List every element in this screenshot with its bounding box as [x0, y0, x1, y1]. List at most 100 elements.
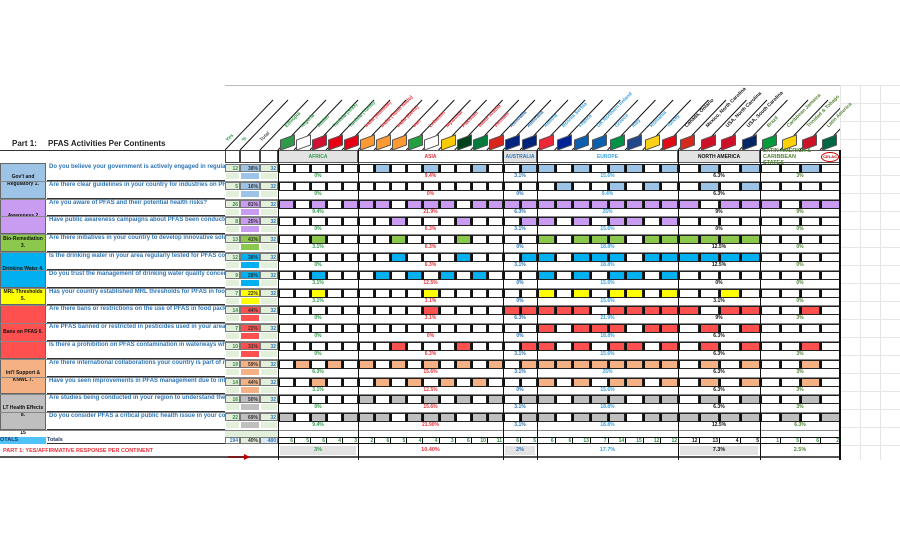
response-cell[interactable]	[520, 253, 537, 262]
response-cell[interactable]	[422, 288, 439, 298]
response-cell[interactable]	[326, 288, 342, 298]
response-cell[interactable]	[406, 253, 423, 262]
response-cell[interactable]	[422, 395, 439, 405]
response-cell[interactable]	[486, 288, 503, 298]
response-cell[interactable]	[589, 359, 608, 369]
response-cell[interactable]	[698, 253, 719, 262]
response-cell[interactable]	[660, 395, 678, 405]
response-cell[interactable]	[607, 395, 626, 405]
response-cell[interactable]	[342, 324, 358, 334]
response-cell[interactable]	[820, 288, 840, 298]
response-cell[interactable]	[342, 413, 358, 423]
response-cell[interactable]	[406, 359, 423, 369]
response-cell[interactable]	[294, 253, 310, 262]
response-cell[interactable]	[698, 270, 719, 280]
response-cell[interactable]	[820, 181, 840, 191]
response-cell[interactable]	[486, 217, 503, 227]
response-cell[interactable]	[470, 324, 487, 334]
response-cell[interactable]	[310, 235, 326, 245]
response-cell[interactable]	[342, 270, 358, 280]
response-cell[interactable]	[342, 164, 358, 173]
response-cell[interactable]	[438, 181, 455, 191]
response-cell[interactable]	[406, 342, 423, 351]
response-cell[interactable]	[454, 395, 471, 405]
response-cell[interactable]	[486, 413, 503, 423]
response-cell[interactable]	[503, 253, 520, 262]
response-cell[interactable]	[310, 413, 326, 423]
response-cell[interactable]	[760, 395, 780, 405]
response-cell[interactable]	[537, 164, 555, 173]
response-cell[interactable]	[572, 359, 590, 369]
response-cell[interactable]	[800, 235, 820, 245]
response-cell[interactable]	[719, 199, 740, 209]
response-cell[interactable]	[422, 377, 439, 387]
response-cell[interactable]	[678, 342, 699, 351]
response-cell[interactable]	[503, 359, 520, 369]
response-cell[interactable]	[820, 270, 840, 280]
response-cell[interactable]	[470, 359, 487, 369]
response-cell[interactable]	[642, 342, 661, 351]
response-cell[interactable]	[422, 181, 439, 191]
response-cell[interactable]	[294, 164, 310, 173]
response-cell[interactable]	[554, 253, 573, 262]
response-cell[interactable]	[572, 164, 590, 173]
response-cell[interactable]	[607, 306, 626, 316]
response-cell[interactable]	[780, 359, 800, 369]
response-cell[interactable]	[698, 217, 719, 227]
response-cell[interactable]	[660, 199, 678, 209]
response-cell[interactable]	[739, 181, 760, 191]
response-cell[interactable]	[438, 377, 455, 387]
response-cell[interactable]	[625, 306, 643, 316]
response-cell[interactable]	[294, 377, 310, 387]
response-cell[interactable]	[800, 324, 820, 334]
response-cell[interactable]	[607, 324, 626, 334]
response-cell[interactable]	[625, 288, 643, 298]
response-cell[interactable]	[780, 217, 800, 227]
response-cell[interactable]	[390, 413, 407, 423]
response-cell[interactable]	[278, 342, 294, 351]
response-cell[interactable]	[739, 359, 760, 369]
response-cell[interactable]	[698, 324, 719, 334]
response-cell[interactable]	[625, 181, 643, 191]
response-cell[interactable]	[406, 181, 423, 191]
response-cell[interactable]	[820, 395, 840, 405]
response-cell[interactable]	[719, 270, 740, 280]
response-cell[interactable]	[310, 377, 326, 387]
response-cell[interactable]	[554, 395, 573, 405]
response-cell[interactable]	[678, 181, 699, 191]
response-cell[interactable]	[520, 235, 537, 245]
response-cell[interactable]	[454, 253, 471, 262]
response-cell[interactable]	[698, 377, 719, 387]
response-cell[interactable]	[520, 288, 537, 298]
response-cell[interactable]	[698, 359, 719, 369]
response-cell[interactable]	[660, 324, 678, 334]
response-cell[interactable]	[660, 217, 678, 227]
response-cell[interactable]	[438, 342, 455, 351]
response-cell[interactable]	[698, 413, 719, 423]
response-cell[interactable]	[406, 324, 423, 334]
response-cell[interactable]	[642, 324, 661, 334]
response-cell[interactable]	[642, 306, 661, 316]
response-cell[interactable]	[278, 413, 294, 423]
response-cell[interactable]	[438, 217, 455, 227]
response-cell[interactable]	[719, 253, 740, 262]
response-cell[interactable]	[607, 342, 626, 351]
response-cell[interactable]	[326, 324, 342, 334]
response-cell[interactable]	[358, 306, 375, 316]
response-cell[interactable]	[438, 253, 455, 262]
response-cell[interactable]	[537, 377, 555, 387]
response-cell[interactable]	[554, 342, 573, 351]
response-cell[interactable]	[326, 342, 342, 351]
response-cell[interactable]	[470, 395, 487, 405]
response-cell[interactable]	[342, 253, 358, 262]
response-cell[interactable]	[698, 306, 719, 316]
response-cell[interactable]	[739, 217, 760, 227]
response-cell[interactable]	[520, 199, 537, 209]
response-cell[interactable]	[358, 288, 375, 298]
response-cell[interactable]	[719, 359, 740, 369]
response-cell[interactable]	[537, 395, 555, 405]
response-cell[interactable]	[678, 306, 699, 316]
response-cell[interactable]	[454, 235, 471, 245]
response-cell[interactable]	[739, 270, 760, 280]
response-cell[interactable]	[760, 217, 780, 227]
